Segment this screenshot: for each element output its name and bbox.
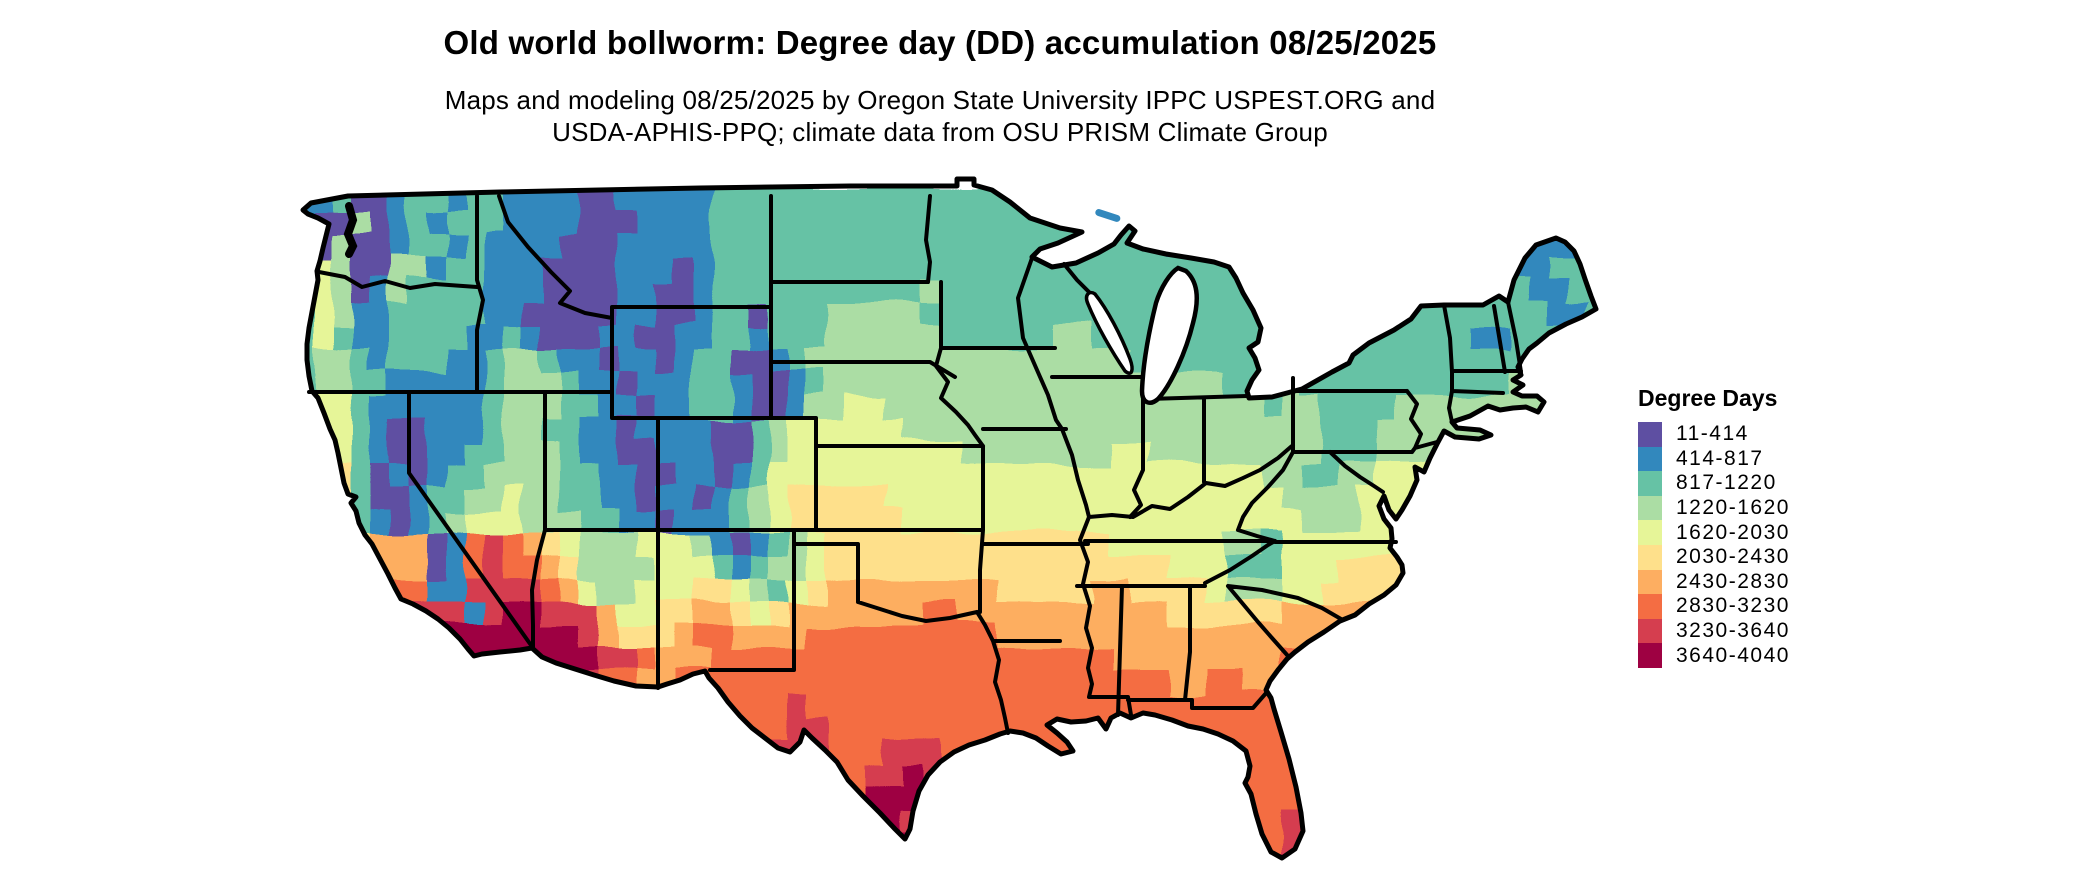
legend-entry: 414-817: [1638, 446, 1790, 472]
legend-label: 2830-3230: [1676, 594, 1790, 618]
legend-entry: 1620-2030: [1638, 520, 1790, 545]
state-borders: [307, 194, 1523, 735]
legend-entry: 2430-2830: [1638, 569, 1790, 595]
legend-label: 2030-2430: [1676, 545, 1790, 569]
degree-day-raster-cells: [303, 188, 1596, 858]
legend-entry: 1220-1620: [1638, 495, 1790, 521]
legend-swatch: [1638, 544, 1662, 570]
legend-entry: 3640-4040: [1638, 643, 1790, 668]
legend-entries: 11-414 414-817 817-1220 1220-1620 1620-2030 2…: [1638, 422, 1790, 668]
figure-subtitle-line2: USDA-APHIS-PPQ; climate data from OSU PR…: [552, 117, 1328, 147]
legend-label: 1620-2030: [1676, 520, 1790, 544]
legend-label: 414-817: [1676, 446, 1764, 470]
legend-entry: 817-1220: [1638, 471, 1790, 496]
isle-royale: [1095, 209, 1121, 222]
legend-label: 2430-2830: [1676, 569, 1790, 593]
lake-michigan: [1139, 265, 1200, 405]
legend-entry: 3230-3640: [1638, 618, 1790, 644]
legend-entry: 2830-3230: [1638, 594, 1790, 619]
legend-swatch: [1638, 520, 1662, 545]
legend-title: Degree Days: [1638, 385, 1778, 411]
legend-label: 1220-1620: [1676, 496, 1790, 520]
legend-label: 3230-3640: [1676, 619, 1790, 643]
legend-entry: 2030-2430: [1638, 544, 1790, 570]
legend-swatch: [1638, 495, 1662, 521]
legend-swatch: [1638, 569, 1662, 595]
legend-swatch: [1638, 422, 1662, 447]
legend-swatch: [1638, 618, 1662, 644]
legend-swatch: [1638, 643, 1662, 668]
figure-subtitle-line1: Maps and modeling 08/25/2025 by Oregon S…: [444, 85, 1436, 115]
green-bay: [1084, 290, 1134, 375]
figure-title: Old world bollworm: Degree day (DD) accu…: [443, 24, 1437, 61]
legend-entry: 11-414: [1638, 422, 1790, 447]
puget-sound: [343, 202, 358, 258]
legend-swatch: [1638, 446, 1662, 472]
legend-swatch: [1638, 594, 1662, 619]
us-outline: [300, 176, 1599, 861]
figure-subtitle: Maps and modeling 08/25/2025 by Oregon S…: [0, 84, 1880, 148]
legend-label: 3640-4040: [1676, 643, 1790, 667]
legend-label: 817-1220: [1676, 471, 1777, 495]
degree-day-raster-layer: [303, 188, 1596, 858]
legend-swatch: [1638, 471, 1662, 496]
legend-label: 11-414: [1676, 422, 1749, 446]
legend: Degree Days 11-414 414-817 817-1220 1220-16…: [1638, 385, 1790, 668]
